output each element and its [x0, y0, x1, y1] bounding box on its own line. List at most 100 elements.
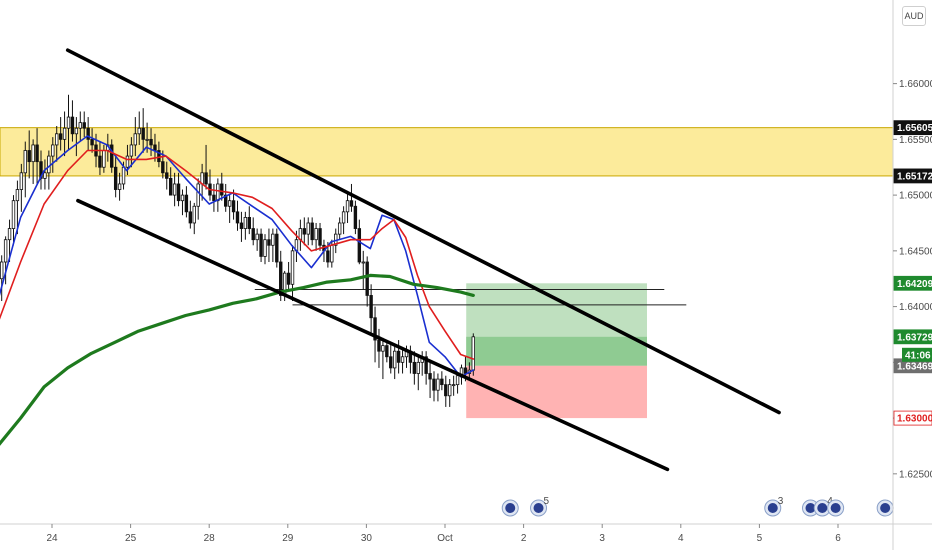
candle [444, 375, 448, 407]
candle [165, 161, 169, 190]
candle [157, 141, 161, 168]
candle [314, 222, 318, 251]
moving-average-line-1 [0, 149, 475, 360]
candle-body [416, 361, 420, 374]
price-tag: 1.63729 [893, 329, 932, 345]
candle-body [90, 138, 94, 146]
price-tag-label: 1.63729 [897, 332, 932, 343]
candle-body [149, 138, 153, 146]
candle-body [263, 239, 267, 257]
x-tick-label: 28 [204, 533, 216, 544]
candle-body [326, 250, 330, 263]
candle-body [381, 345, 385, 352]
candle [455, 373, 460, 394]
price-tag-box [893, 275, 932, 291]
candle [180, 189, 185, 216]
price-tag-box [893, 410, 932, 426]
candle [432, 371, 436, 402]
candle-body [471, 336, 475, 371]
candle [227, 195, 232, 223]
candle [310, 217, 314, 246]
candle-body [58, 133, 63, 140]
candle [98, 141, 102, 176]
candle-body [31, 144, 35, 163]
event-marker [501, 499, 519, 517]
candle-body [451, 384, 456, 387]
candle [381, 337, 385, 380]
candle-body [424, 356, 428, 374]
y-tick-label: 1.66000 [899, 79, 932, 90]
event-marker-flag [830, 503, 841, 513]
candle-body [184, 194, 189, 213]
candle [168, 167, 173, 196]
candle [436, 373, 440, 402]
currency-label[interactable]: AUD [902, 6, 926, 26]
candle [220, 172, 224, 201]
candle-body [196, 183, 200, 207]
channel-upper-line [65, 48, 781, 415]
candle [247, 206, 251, 235]
candle [298, 219, 303, 251]
event-marker: 3 [764, 496, 784, 517]
price-tag-label: 1.63000 [897, 414, 932, 425]
event-marker-flag [767, 503, 778, 513]
candle-body [78, 122, 82, 129]
candle-body [255, 233, 259, 241]
candle [90, 128, 94, 153]
candle-body [113, 166, 118, 190]
candle-body [86, 127, 90, 140]
candle [66, 94, 71, 151]
x-tick-label: 30 [361, 533, 373, 544]
candle [196, 178, 200, 220]
candle-body [392, 350, 397, 369]
candle-body [145, 138, 149, 141]
candle [440, 371, 444, 391]
y-tick-label: 1.62500 [899, 469, 932, 480]
candle [337, 217, 342, 240]
candle [110, 139, 114, 173]
candle-body [302, 228, 307, 235]
y-tick-label: 1.65500 [899, 135, 932, 146]
candle [353, 200, 358, 235]
candle-body [357, 228, 362, 263]
candle-body [341, 211, 346, 224]
candle-body [369, 295, 373, 319]
candle [231, 189, 236, 220]
candle-body [432, 378, 436, 391]
price-tag: 1.65605 [893, 120, 932, 136]
candle-body [428, 373, 432, 380]
candle [70, 100, 75, 142]
candle [23, 141, 27, 198]
x-tick-label: 29 [282, 533, 294, 544]
candle [78, 111, 82, 142]
x-tick-label: 25 [125, 533, 137, 544]
candle [216, 178, 220, 212]
candle [224, 183, 228, 212]
candle [0, 255, 4, 302]
price-tag: 1.63000 [893, 410, 932, 426]
candle-body [62, 127, 67, 140]
candle [82, 111, 86, 138]
candle [47, 150, 51, 190]
candle [389, 342, 393, 374]
candle-body [7, 228, 12, 241]
plot-area [0, 48, 893, 472]
candle-body [176, 183, 181, 202]
resistance-zone [0, 127, 893, 177]
candle-body [98, 155, 102, 168]
candle-body [259, 233, 263, 257]
candle [365, 256, 369, 307]
price-tag-label: 1.64209 [897, 279, 932, 290]
candle [267, 228, 271, 262]
candle [243, 211, 248, 240]
candle-body [121, 166, 126, 185]
candle [345, 191, 350, 223]
candle-body [47, 155, 51, 174]
x-tick-label: 3 [599, 533, 605, 544]
candle-body [161, 161, 165, 174]
candle [113, 156, 118, 198]
price-tag-box [893, 120, 932, 136]
candle-body [279, 261, 283, 296]
candle [172, 172, 177, 207]
